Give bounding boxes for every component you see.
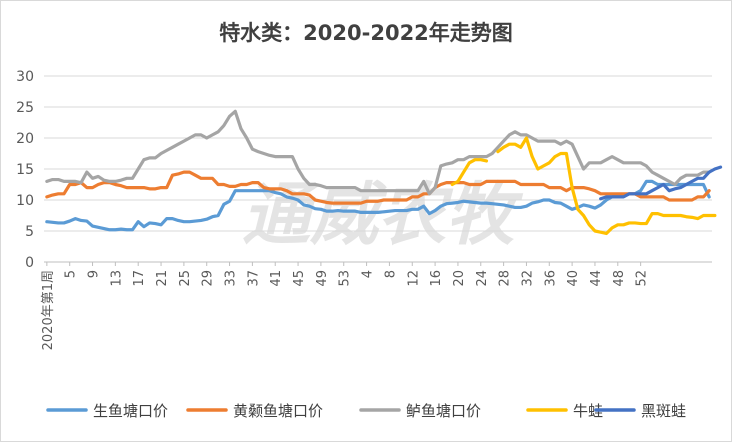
- y-tick-label: 10: [16, 193, 34, 209]
- x-tick-label: 40: [566, 270, 581, 287]
- x-tick-label: 16: [429, 270, 444, 287]
- chart-title: 特水类：2020-2022年走势图: [219, 21, 513, 45]
- series-line-3: [450, 136, 717, 236]
- x-tick-label: 8: [383, 270, 398, 278]
- watermark: 通威农牧: [242, 176, 524, 255]
- x-tick-label: 5: [64, 270, 79, 278]
- x-tick-label: 25: [178, 270, 193, 287]
- x-tick-label: 4: [361, 270, 376, 278]
- x-tick-label: 37: [246, 270, 261, 287]
- x-tick-label: 9: [87, 270, 102, 278]
- x-tick-label: 17: [132, 270, 147, 287]
- x-tick-label: 45: [292, 270, 307, 287]
- legend-label-0: 生鱼塘口价: [93, 402, 168, 420]
- x-tick-label: 12: [406, 270, 421, 287]
- x-tick-label: 33: [224, 270, 239, 287]
- series-lines: [45, 109, 723, 236]
- y-tick-label: 25: [16, 100, 34, 116]
- x-tick-label: 20: [452, 270, 467, 287]
- x-tick-label: 48: [612, 270, 627, 287]
- legend-label-1: 黄颡鱼塘口价: [233, 402, 323, 420]
- x-tick-label: 32: [520, 270, 535, 287]
- x-tick-label: 13: [109, 270, 124, 287]
- x-tick-label: 44: [589, 270, 604, 287]
- y-tick-label: 0: [25, 255, 34, 271]
- x-tick-label: 53: [338, 270, 353, 287]
- legend-label-4: 黑斑蛙: [641, 402, 686, 420]
- y-tick-label: 5: [25, 224, 34, 240]
- x-tick-label: 21: [155, 270, 170, 287]
- x-tick-label: 36: [543, 270, 558, 287]
- x-tick-label: 29: [201, 270, 216, 287]
- y-tick-label: 20: [16, 131, 34, 147]
- y-tick-label: 30: [16, 69, 34, 85]
- y-tick-label: 15: [16, 162, 34, 178]
- x-tick-label: 52: [635, 270, 650, 287]
- series-line-0: [45, 179, 711, 232]
- series-line-2: [45, 109, 711, 196]
- legend-label-3: 牛蛙: [573, 402, 603, 420]
- x-tick-label: 49: [315, 270, 330, 287]
- series-line-1: [45, 170, 711, 205]
- x-tick-label: 24: [475, 270, 490, 287]
- x-tick-label: 2020年第1周: [41, 270, 56, 350]
- legend: 生鱼塘口价 黄颡鱼塘口价 鲈鱼塘口价 牛蛙 黑斑蛙: [46, 402, 686, 420]
- x-tick-label: 28: [498, 270, 513, 287]
- x-axis-ticks: 2020年第1周 5 9 13 17 21 25 29 33 37 41 45 49 53 4 8 12 16 20…: [41, 262, 650, 350]
- x-tick-label: 41: [269, 270, 284, 287]
- legend-label-2: 鲈鱼塘口价: [406, 402, 481, 420]
- series-line-4: [599, 165, 723, 201]
- y-axis-ticks: 0 5 10 15 20 25 30: [16, 69, 34, 271]
